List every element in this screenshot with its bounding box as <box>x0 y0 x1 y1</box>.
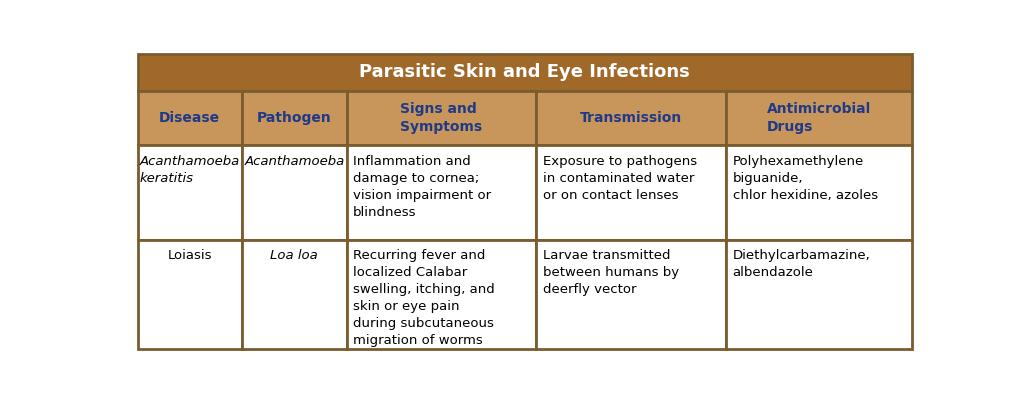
Text: Pathogen: Pathogen <box>257 111 332 125</box>
Bar <box>726 146 912 240</box>
Text: Larvae transmitted
between humans by
deerfly vector: Larvae transmitted between humans by dee… <box>543 249 679 296</box>
Bar <box>347 91 537 146</box>
Bar <box>347 240 537 349</box>
Bar <box>347 146 537 240</box>
Text: Signs and
Symptoms: Signs and Symptoms <box>400 102 482 134</box>
Bar <box>537 240 726 349</box>
Bar <box>537 146 726 240</box>
Text: Recurring fever and
localized Calabar
swelling, itching, and
skin or eye pain
du: Recurring fever and localized Calabar sw… <box>353 249 495 347</box>
Text: Loa loa: Loa loa <box>270 249 318 262</box>
Bar <box>242 146 347 240</box>
Bar <box>137 91 242 146</box>
Text: Inflammation and
damage to cornea;
vision impairment or
blindness: Inflammation and damage to cornea; visio… <box>353 155 492 219</box>
Text: Loiasis: Loiasis <box>168 249 212 262</box>
Bar <box>537 91 726 146</box>
Text: Polyhexamethylene
biguanide,
chlor hexidine, azoles: Polyhexamethylene biguanide, chlor hexid… <box>732 155 878 201</box>
Text: Antimicrobial
Drugs: Antimicrobial Drugs <box>767 102 871 134</box>
Text: Acanthamoeba: Acanthamoeba <box>245 155 344 168</box>
Text: Acanthamoeba
keratitis: Acanthamoeba keratitis <box>139 155 240 185</box>
Bar <box>242 240 347 349</box>
Bar <box>242 91 347 146</box>
Bar <box>137 54 912 91</box>
Bar <box>137 146 242 240</box>
Text: Transmission: Transmission <box>581 111 682 125</box>
Text: Diethylcarbamazine,
albendazole: Diethylcarbamazine, albendazole <box>732 249 870 279</box>
Bar <box>137 240 242 349</box>
Bar <box>726 240 912 349</box>
Bar <box>726 91 912 146</box>
Text: Parasitic Skin and Eye Infections: Parasitic Skin and Eye Infections <box>359 63 690 81</box>
Text: Disease: Disease <box>160 111 220 125</box>
Text: Exposure to pathogens
in contaminated water
or on contact lenses: Exposure to pathogens in contaminated wa… <box>543 155 697 201</box>
